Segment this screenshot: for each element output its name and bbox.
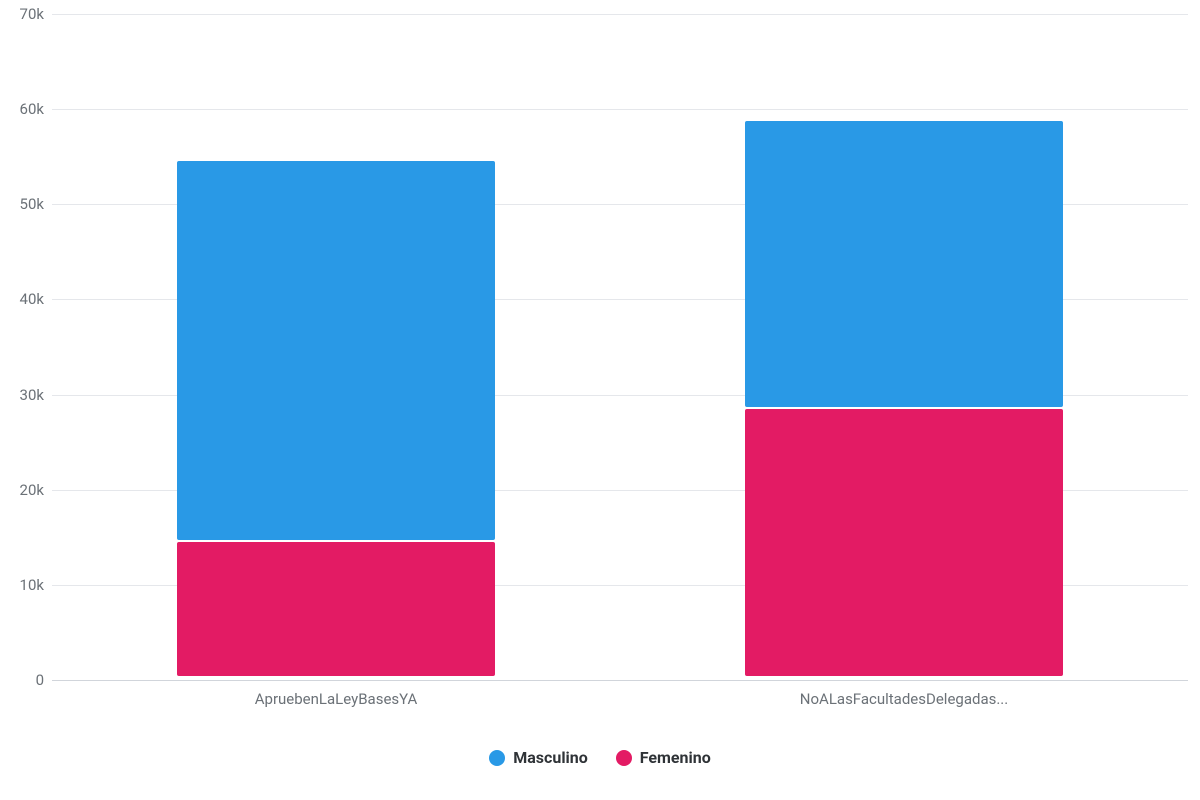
y-axis-ticks: 010k20k30k40k50k60k70k	[0, 14, 52, 680]
y-tick-label: 30k	[20, 386, 44, 404]
y-tick-label: 60k	[20, 100, 44, 118]
y-tick-label: 40k	[20, 290, 44, 308]
y-tick-label: 20k	[20, 481, 44, 499]
bar-group	[745, 14, 1063, 680]
plot-area	[52, 14, 1188, 680]
bar-segment-femenino	[745, 409, 1063, 676]
legend-item-masculino[interactable]: Masculino	[489, 748, 588, 767]
bar-segment-masculino	[177, 161, 495, 540]
y-tick-label: 10k	[20, 576, 44, 594]
legend-item-femenino[interactable]: Femenino	[616, 748, 711, 767]
bar-segment-masculino	[745, 121, 1063, 407]
legend-swatch	[616, 750, 632, 766]
stacked-bar-chart: 010k20k30k40k50k60k70k ApruebenLaLeyBase…	[0, 0, 1200, 800]
y-tick-label: 50k	[20, 195, 44, 213]
legend-label: Femenino	[640, 748, 711, 767]
y-tick-label: 70k	[20, 5, 44, 23]
legend: Masculino Femenino	[0, 748, 1200, 767]
x-tick-label: NoALasFacultadesDelegadas...	[800, 690, 1008, 708]
bar-segment-femenino	[177, 542, 495, 676]
legend-swatch	[489, 750, 505, 766]
bar-group	[177, 14, 495, 680]
legend-label: Masculino	[513, 748, 588, 767]
x-tick-label: ApruebenLaLeyBasesYA	[255, 690, 418, 708]
x-axis-ticks: ApruebenLaLeyBasesYA NoALasFacultadesDele…	[0, 680, 1200, 720]
